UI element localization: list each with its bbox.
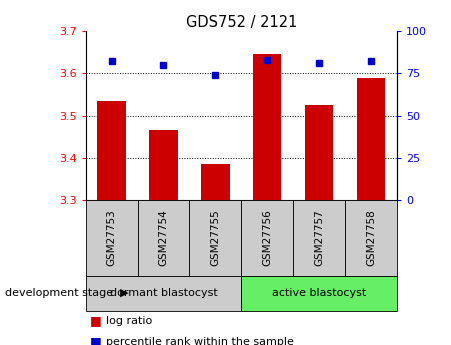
Text: dormant blastocyst: dormant blastocyst (110, 288, 217, 298)
Bar (357, 78, 385, 200)
FancyBboxPatch shape (86, 276, 241, 310)
Text: GSM27758: GSM27758 (366, 210, 376, 266)
Text: percentile rank within the sample: percentile rank within the sample (106, 337, 294, 345)
Bar (201, 164, 230, 200)
Title: GDS752 / 2121: GDS752 / 2121 (186, 15, 297, 30)
Text: GSM27753: GSM27753 (106, 210, 117, 266)
Text: GSM27756: GSM27756 (262, 210, 272, 266)
FancyBboxPatch shape (189, 200, 241, 276)
FancyBboxPatch shape (138, 200, 189, 276)
FancyBboxPatch shape (241, 200, 293, 276)
Text: development stage  ▶: development stage ▶ (5, 288, 128, 298)
Bar (149, 130, 178, 200)
Bar (97, 101, 126, 200)
FancyBboxPatch shape (241, 276, 397, 310)
Text: GSM27754: GSM27754 (158, 210, 169, 266)
FancyBboxPatch shape (345, 200, 397, 276)
Text: ■: ■ (90, 335, 102, 345)
Bar (305, 105, 333, 200)
Text: log ratio: log ratio (106, 316, 152, 326)
Text: ■: ■ (90, 314, 102, 327)
Text: active blastocyst: active blastocyst (272, 288, 366, 298)
Bar (253, 54, 281, 200)
FancyBboxPatch shape (86, 200, 138, 276)
FancyBboxPatch shape (293, 200, 345, 276)
Text: GSM27757: GSM27757 (314, 210, 324, 266)
Text: GSM27755: GSM27755 (210, 210, 221, 266)
